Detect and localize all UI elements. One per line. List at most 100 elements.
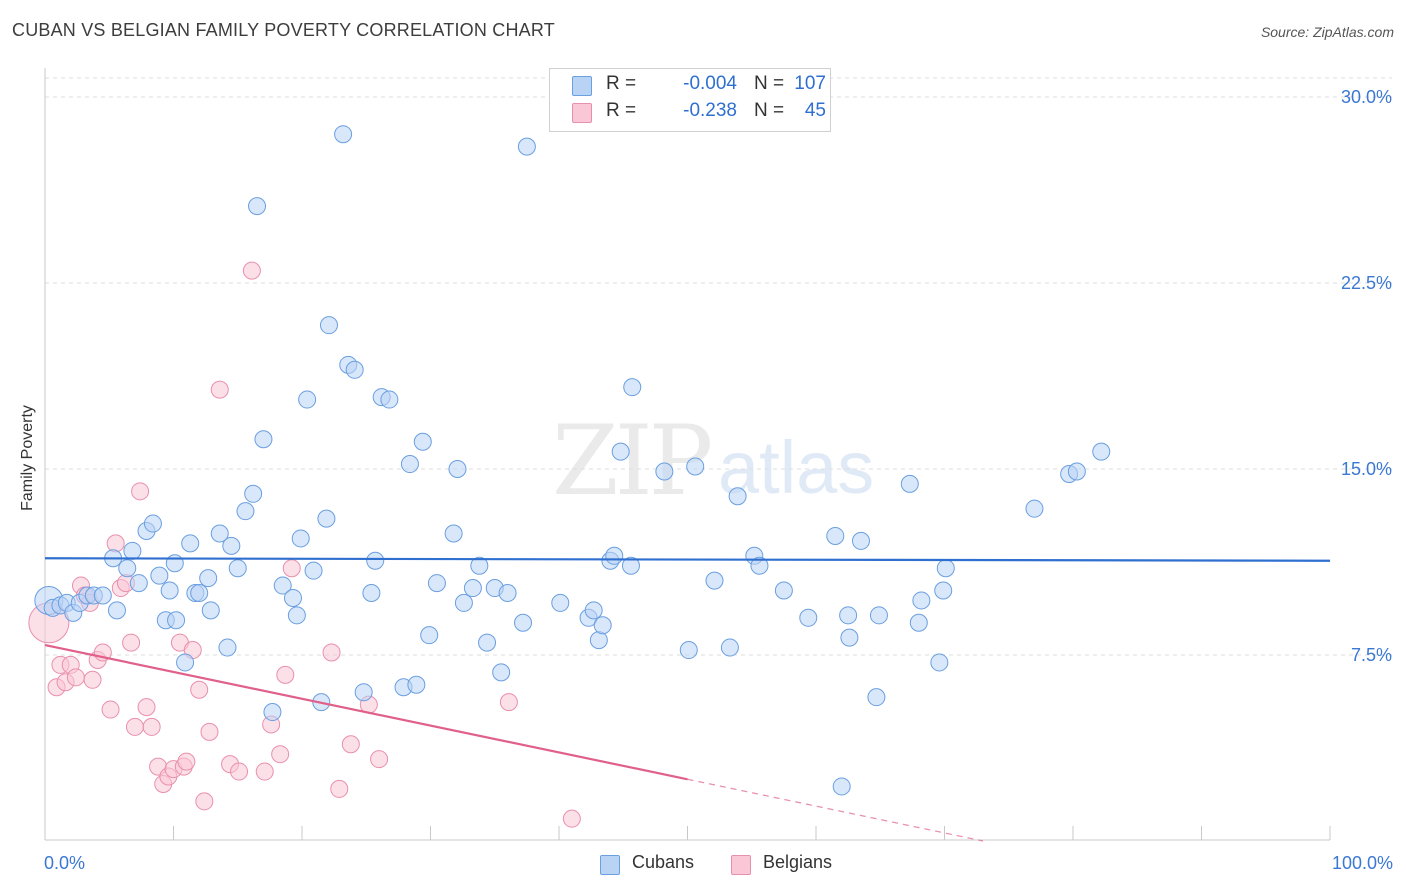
belgian-point <box>137 698 156 717</box>
y-tick-label: 30.0% <box>1341 87 1392 107</box>
cuban-point <box>284 588 303 607</box>
cuban-point <box>366 551 385 570</box>
cuban-point <box>254 430 273 449</box>
grid-layer <box>45 77 1392 656</box>
belgian-point <box>276 665 295 684</box>
cubans-trend-line <box>44 557 1331 562</box>
belgian-point <box>101 700 120 719</box>
cuban-point <box>210 524 229 543</box>
cuban-point <box>165 554 184 573</box>
cuban-point <box>444 524 463 543</box>
cuban-point <box>867 688 886 707</box>
cuban-point <box>263 703 282 722</box>
cuban-point <box>799 608 818 627</box>
belgian-point <box>106 534 125 553</box>
cuban-point <box>93 586 112 605</box>
cuban-point <box>514 613 533 632</box>
belgian-point <box>341 735 360 754</box>
cuban-point <box>143 514 162 533</box>
belgian-point <box>230 762 249 781</box>
cuban-point <box>826 526 845 545</box>
belgian-point <box>562 809 581 828</box>
cuban-point <box>298 390 317 409</box>
cuban-point <box>750 556 769 575</box>
legend-n-label: N = <box>754 73 785 94</box>
cuban-point <box>400 455 419 474</box>
cuban-point <box>605 546 624 565</box>
x-tick-label-min: 0.0% <box>44 853 85 873</box>
cuban-point <box>1092 442 1111 461</box>
cuban-point <box>129 574 148 593</box>
cuban-point <box>345 360 364 379</box>
cuban-point <box>380 390 399 409</box>
bottom-legend-swatch-belgians <box>731 855 751 875</box>
cuban-point <box>930 653 949 672</box>
belgian-point <box>66 668 85 687</box>
cuban-point <box>1025 499 1044 518</box>
bottom-legend-swatch-cubans <box>600 855 620 875</box>
cuban-point <box>611 442 630 461</box>
cuban-point <box>167 611 186 630</box>
cuban-point <box>304 561 323 580</box>
tick-labels: 7.5% 15.0% 22.5% 30.0% 0.0% 100.0% <box>44 87 1393 873</box>
cuban-point <box>623 378 642 397</box>
belgians-trend-line <box>44 644 688 781</box>
belgian-point <box>282 559 301 578</box>
cuban-point <box>413 432 432 451</box>
cuban-point <box>655 462 674 481</box>
legend-r-value: -0.004 <box>683 73 737 94</box>
cuban-point <box>150 566 169 585</box>
belgian-point <box>200 722 219 741</box>
cuban-point <box>273 576 292 595</box>
legend-n-label: N = <box>754 100 785 121</box>
cuban-point <box>244 484 263 503</box>
cuban-point <box>317 509 336 528</box>
cuban-point <box>869 606 888 625</box>
cuban-point <box>218 638 237 657</box>
cuban-point <box>492 663 511 682</box>
cuban-point <box>319 316 338 335</box>
belgian-point <box>271 745 290 764</box>
belgian-point <box>190 680 209 699</box>
legend-r-label: R = <box>606 100 637 121</box>
cuban-point <box>720 638 739 657</box>
cuban-point <box>287 606 306 625</box>
cuban-point <box>236 502 255 521</box>
cuban-point <box>851 531 870 550</box>
belgian-point <box>83 670 102 689</box>
cuban-point <box>470 556 489 575</box>
cuban-point <box>705 571 724 590</box>
watermark-zip: ZIP <box>552 405 713 517</box>
cuban-point <box>190 584 209 602</box>
belgian-point <box>255 762 274 781</box>
y-tick-label: 22.5% <box>1341 273 1392 293</box>
cuban-point <box>228 559 247 578</box>
x-tick-label-max: 100.0% <box>1332 853 1393 873</box>
cuban-point <box>478 633 497 652</box>
belgian-point <box>370 750 389 769</box>
cuban-point <box>936 559 955 578</box>
belgian-point <box>142 717 161 736</box>
cuban-point <box>160 581 179 600</box>
cuban-point <box>248 197 267 216</box>
belgian-point <box>499 693 518 712</box>
cuban-point <box>201 601 220 620</box>
cuban-point <box>840 628 859 647</box>
cuban-point <box>589 631 608 650</box>
legend-swatch-belgians <box>572 103 592 123</box>
legend-n-value: 45 <box>804 100 826 121</box>
source-label: Source: ZipAtlas.com <box>1260 24 1394 40</box>
cuban-point <box>291 529 310 548</box>
cuban-point <box>176 653 195 672</box>
bottom-legend-label-belgians: Belgians <box>763 852 833 872</box>
cuban-point <box>420 626 439 645</box>
belgian-point <box>210 380 229 399</box>
cuban-point <box>1067 462 1086 481</box>
belgian-point <box>122 633 141 652</box>
cuban-point <box>839 606 858 625</box>
legend-r-label: R = <box>606 73 637 94</box>
cuban-point <box>832 777 851 796</box>
cuban-point <box>912 591 931 610</box>
cuban-point <box>181 534 200 553</box>
